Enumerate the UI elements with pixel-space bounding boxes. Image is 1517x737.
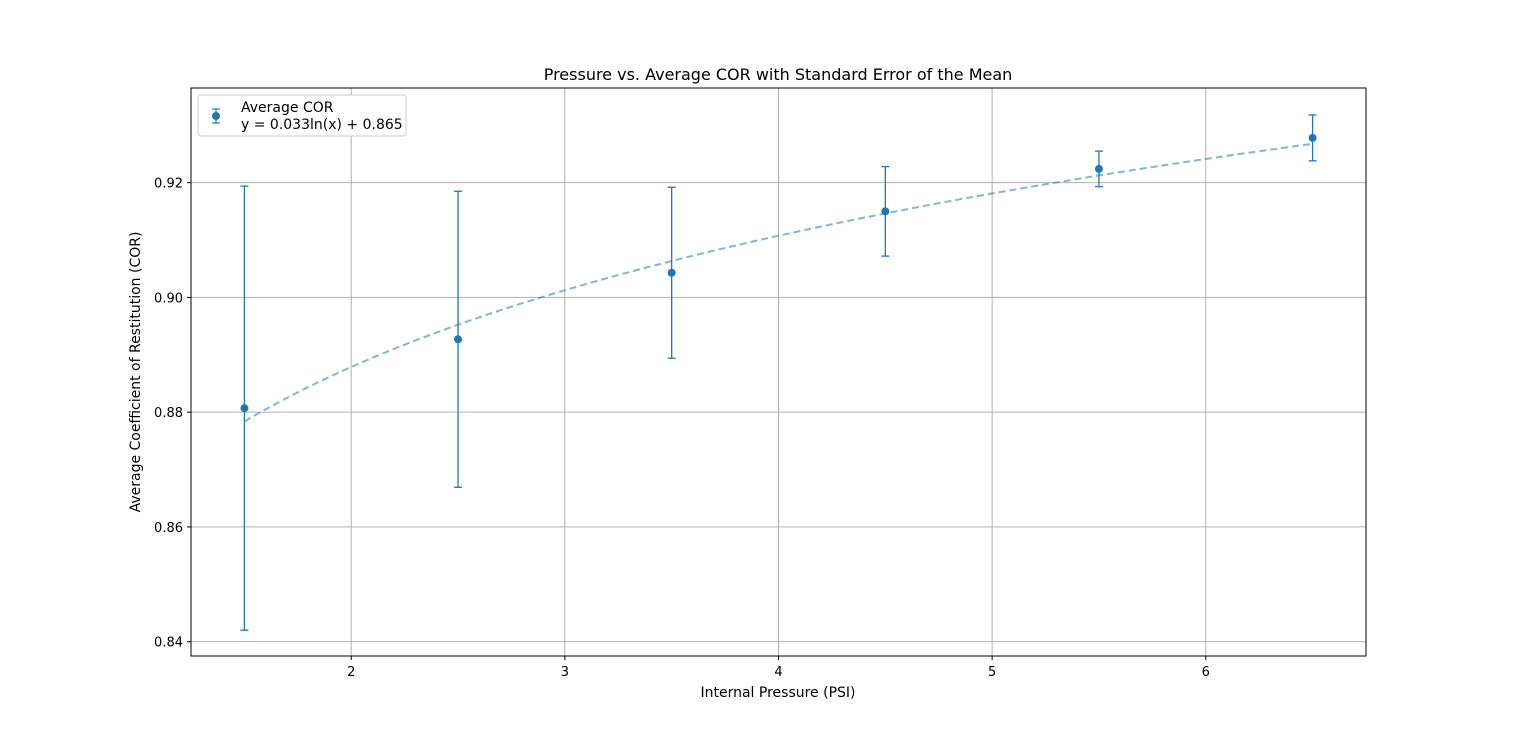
data-layer — [240, 114, 1317, 631]
error-bar-point — [240, 185, 249, 631]
fit-layer — [243, 142, 1313, 423]
legend-entry-fit-equation: y = 0.033ln(x) + 0.865 — [241, 117, 403, 133]
y-tick-label: 0.84 — [154, 636, 183, 651]
legend: Average COR y = 0.033ln(x) + 0.865 — [197, 94, 407, 137]
error-bar-point — [667, 186, 676, 359]
legend-box — [197, 94, 407, 137]
error-bar-point — [1308, 114, 1317, 162]
y-tick-label: 0.90 — [154, 291, 183, 306]
chart-title: Pressure vs. Average COR with Standard E… — [544, 65, 1013, 84]
error-bar-point — [454, 190, 463, 488]
error-bar-point — [1094, 150, 1103, 188]
x-tick-label: 4 — [774, 665, 782, 680]
data-point — [667, 268, 676, 277]
x-tick-label: 6 — [1202, 665, 1210, 680]
legend-entry-average-cor: Average COR — [241, 100, 334, 116]
data-point — [881, 207, 890, 216]
y-tick-label: 0.92 — [154, 177, 183, 192]
x-axis-label: Internal Pressure (PSI) — [700, 685, 855, 701]
fit-curve — [243, 142, 1313, 423]
y-axis-label: Average Coefficient of Restitution (COR) — [128, 232, 144, 513]
x-tick-label: 3 — [561, 665, 569, 680]
x-tick-label: 5 — [988, 665, 996, 680]
y-tick-label: 0.88 — [154, 406, 183, 421]
data-point — [454, 335, 463, 344]
data-point — [240, 404, 249, 413]
ticks: 2 3 4 5 6 0.84 0.86 0.88 0.90 0.92 — [154, 177, 1210, 680]
x-tick-label: 2 — [347, 665, 355, 680]
grid — [191, 88, 1366, 656]
y-tick-label: 0.86 — [154, 521, 183, 536]
error-bar-point — [881, 165, 890, 257]
legend-marker-icon — [212, 108, 220, 124]
data-point — [1308, 133, 1317, 142]
data-point — [1094, 164, 1103, 173]
